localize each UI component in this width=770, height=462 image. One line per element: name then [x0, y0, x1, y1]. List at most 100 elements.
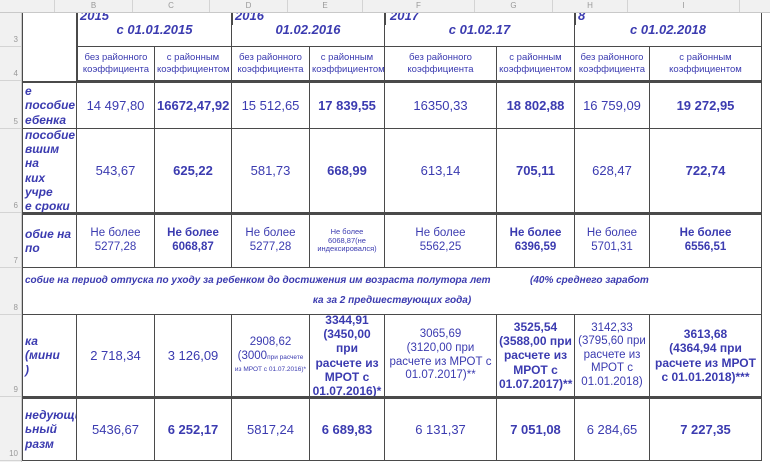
cell-i6[interactable]: 722,74: [650, 129, 762, 213]
cell-h9[interactable]: 3142,33 (3795,60 при расчете из МРОТ с 0…: [575, 315, 650, 397]
row-header-8[interactable]: 8: [0, 268, 21, 315]
period-group-2018: с 01.02.2018: [575, 13, 762, 47]
row-header-strip: 3 4 5 6 7 8 9 10: [0, 13, 22, 462]
cell-e5[interactable]: 17 839,55: [310, 81, 385, 129]
cell-g9-main: 3525,54: [513, 320, 558, 335]
row-header-3[interactable]: 3: [0, 13, 21, 47]
cell-i10[interactable]: 7 227,35: [650, 397, 762, 461]
cell-d9-paren-small: при расчете из МРОТ с 01.07.2016)*: [234, 353, 307, 374]
cell-c6[interactable]: 625,22: [155, 129, 232, 213]
cell-c7[interactable]: Не более 6068,87: [155, 213, 232, 268]
column-header-a[interactable]: [0, 0, 55, 12]
row-label-10: недующих ьный разм: [22, 397, 77, 461]
cell-e9-sub: (3450,00 при расчете из МРОТ с 01.07.201…: [312, 327, 382, 397]
row-header-8-label: 8: [13, 303, 18, 312]
cell-g5[interactable]: 18 802,88: [497, 81, 575, 129]
row-header-5[interactable]: 5: [0, 81, 21, 129]
cell-d5[interactable]: 15 512,65: [232, 81, 310, 129]
cell-d10[interactable]: 5817,24: [232, 397, 310, 461]
subheader-i: с районным коэффициентом: [650, 47, 762, 81]
cell-i9-main: 3613,68: [683, 327, 728, 342]
cell-h9-main: 3142,33 (3795,60 при расчете из МРОТ с 0…: [578, 321, 646, 388]
cell-e10[interactable]: 6 689,83: [310, 397, 385, 461]
cell-d7[interactable]: Не более 5277,28: [232, 213, 310, 268]
cell-b10[interactable]: 5436,67: [77, 397, 155, 461]
cell-c9[interactable]: 3 126,09: [155, 315, 232, 397]
merged-note-row[interactable]: собие на период отпуска по уходу за ребе…: [22, 268, 762, 315]
cell-b7[interactable]: Не более 5277,28: [77, 213, 155, 268]
cell-e6[interactable]: 668,99: [310, 129, 385, 213]
subheader-b: без районного коэффициента: [77, 47, 155, 81]
column-header-c[interactable]: C: [133, 0, 210, 12]
year-label-2016: 2016: [232, 13, 277, 25]
cell-f7[interactable]: Не более 5562,25: [385, 213, 497, 268]
cell-h5[interactable]: 16 759,09: [575, 81, 650, 129]
cell-i7[interactable]: Не более 6556,51: [650, 213, 762, 268]
cell-e7[interactable]: Не более 6068,87(не индексировался): [310, 213, 385, 268]
cell-f6[interactable]: 613,14: [385, 129, 497, 213]
cell-g9-sub: (3588,00 при расчете из МРОТ с 01.07.201…: [499, 334, 573, 391]
cell-d9-main: 2908,62: [249, 336, 292, 349]
cell-i9[interactable]: 3613,68 (4364,94 при расчете из МРОТ с 0…: [650, 315, 762, 397]
cell-f9-sub: (3120,00 при расчете из МРОТ с 01.07.201…: [389, 341, 492, 382]
column-header-e[interactable]: E: [288, 0, 363, 12]
subheader-h: без районного коэффициента: [575, 47, 650, 81]
cell-h6[interactable]: 628,47: [575, 129, 650, 213]
cell-h7[interactable]: Не более 5701,31: [575, 213, 650, 268]
cell-f9[interactable]: 3065,69 (3120,00 при расчете из МРОТ с 0…: [385, 315, 497, 397]
row-header-9-label: 9: [13, 385, 18, 394]
cell-i5[interactable]: 19 272,95: [650, 81, 762, 129]
row-header-4-label: 4: [13, 69, 18, 78]
column-header-h[interactable]: H: [553, 0, 628, 12]
cell-b5[interactable]: 14 497,80: [77, 81, 155, 129]
period-group-2016: 01.02.2016: [232, 13, 385, 47]
row-label-6: е пособие вшим на ких учре е сроки б: [22, 129, 77, 213]
cell-h10[interactable]: 6 284,65: [575, 397, 650, 461]
cell-f10[interactable]: 6 131,37: [385, 397, 497, 461]
column-header-strip: B C D E F G H I: [0, 0, 770, 13]
cell-g7[interactable]: Не более 6396,59: [497, 213, 575, 268]
period-group-2017: с 01.02.17: [385, 13, 575, 47]
cell-d6[interactable]: 581,73: [232, 129, 310, 213]
cell-f5[interactable]: 16350,33: [385, 81, 497, 129]
merged-note-line1-right: (40% среднего заработ: [530, 275, 649, 287]
row-header-6[interactable]: 6: [0, 129, 21, 213]
column-header-b[interactable]: B: [55, 0, 133, 12]
merged-note-line2: ка за 2 предшествующих года): [312, 295, 472, 307]
row-header-4[interactable]: 4: [0, 47, 21, 81]
row-header-7-label: 7: [13, 256, 18, 265]
year-label-2017: 2017: [385, 13, 433, 25]
row-header-9[interactable]: 9: [0, 315, 21, 397]
cell-e9-main: 3344,91: [325, 315, 369, 328]
subheader-g: с районным коэффициентом: [497, 47, 575, 81]
cell-b9[interactable]: 2 718,34: [77, 315, 155, 397]
cell-g6[interactable]: 705,11: [497, 129, 575, 213]
row-header-10-label: 10: [9, 449, 18, 458]
cell-b6[interactable]: 543,67: [77, 129, 155, 213]
cell-e9[interactable]: 3344,91 (3450,00 при расчете из МРОТ с 0…: [310, 315, 385, 397]
row-header-5-label: 5: [13, 117, 18, 126]
merged-note-line1: собие на период отпуска по уходу за ребе…: [25, 275, 491, 287]
column-header-d[interactable]: D: [210, 0, 288, 12]
cell-c10[interactable]: 6 252,17: [155, 397, 232, 461]
cell-g10[interactable]: 7 051,08: [497, 397, 575, 461]
column-header-i[interactable]: I: [628, 0, 740, 12]
cell-c5[interactable]: 16672,47,92: [155, 81, 232, 129]
row-header-6-label: 6: [13, 201, 18, 210]
cell-d9[interactable]: 2908,62 (3000при расчете из МРОТ с 01.07…: [232, 315, 310, 397]
column-header-j[interactable]: [740, 0, 770, 12]
cell-g9[interactable]: 3525,54 (3588,00 при расчете из МРОТ с 0…: [497, 315, 575, 397]
period-group-2015: с 01.01.2015: [77, 13, 232, 47]
row-header-3-label: 3: [13, 35, 18, 44]
subheader-c: с районным коэффициентом: [155, 47, 232, 81]
year-label-2018: 8: [575, 13, 615, 25]
column-header-g[interactable]: G: [475, 0, 553, 12]
column-header-f[interactable]: F: [363, 0, 475, 12]
row-label-9: ка (мини ): [22, 315, 77, 397]
cell-d9-paren: (3000при расчете из МРОТ с 01.07.2016)*: [234, 350, 307, 375]
row-header-7[interactable]: 7: [0, 213, 21, 268]
cell-d9-paren-big: (3000: [237, 349, 268, 362]
grid-area[interactable]: 2015 2016 2017 8 с 01.01.2015 01.02.2016…: [22, 13, 770, 462]
row-header-10[interactable]: 10: [0, 397, 21, 461]
